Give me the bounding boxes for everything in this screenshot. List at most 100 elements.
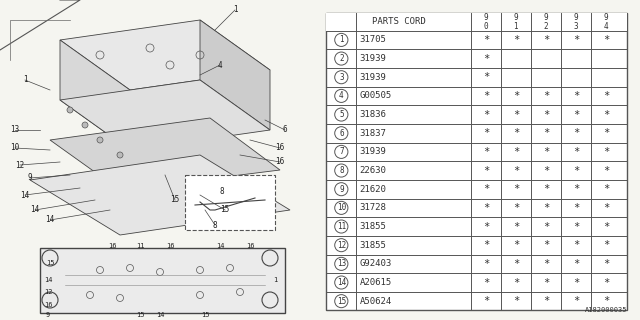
Text: 9
0: 9 0 <box>483 12 488 30</box>
Text: *: * <box>603 165 609 176</box>
Text: 12: 12 <box>15 161 24 170</box>
Text: 9
3: 9 3 <box>574 12 579 30</box>
Text: 14: 14 <box>30 205 40 214</box>
Text: 9
1: 9 1 <box>514 12 518 30</box>
Text: 16: 16 <box>166 243 174 249</box>
Text: *: * <box>603 109 609 120</box>
Text: *: * <box>513 203 519 213</box>
Text: 31837: 31837 <box>360 129 387 138</box>
Text: *: * <box>513 35 519 45</box>
Text: 16: 16 <box>246 243 254 249</box>
Text: 12: 12 <box>337 241 346 250</box>
Text: *: * <box>573 35 579 45</box>
Text: G00505: G00505 <box>360 92 392 100</box>
Text: *: * <box>573 203 579 213</box>
Text: *: * <box>483 72 489 82</box>
Text: *: * <box>483 128 489 138</box>
Circle shape <box>117 152 123 158</box>
Text: 31939: 31939 <box>360 148 387 156</box>
Text: *: * <box>573 296 579 306</box>
Polygon shape <box>200 20 270 130</box>
Text: *: * <box>513 147 519 157</box>
Text: *: * <box>483 53 489 64</box>
Text: 15: 15 <box>220 205 230 214</box>
Text: *: * <box>513 240 519 250</box>
Text: *: * <box>513 221 519 231</box>
Text: 9: 9 <box>28 173 32 182</box>
Text: *: * <box>543 35 549 45</box>
Text: *: * <box>543 259 549 269</box>
Text: *: * <box>543 277 549 287</box>
Text: 15: 15 <box>201 312 209 318</box>
Bar <box>326 12 627 31</box>
Text: 15: 15 <box>170 196 180 204</box>
Text: 14: 14 <box>156 312 164 318</box>
Text: 14: 14 <box>337 278 346 287</box>
Text: *: * <box>483 203 489 213</box>
Text: *: * <box>603 147 609 157</box>
Text: 14: 14 <box>44 277 52 283</box>
Text: 11: 11 <box>136 243 144 249</box>
Text: *: * <box>603 221 609 231</box>
Text: 31855: 31855 <box>360 241 387 250</box>
Text: *: * <box>513 184 519 194</box>
Text: 14: 14 <box>45 215 54 225</box>
Text: *: * <box>483 109 489 120</box>
Text: 31705: 31705 <box>360 36 387 44</box>
Bar <box>185 175 275 230</box>
Text: *: * <box>543 240 549 250</box>
Text: *: * <box>603 277 609 287</box>
Text: 15: 15 <box>337 297 346 306</box>
Circle shape <box>82 122 88 128</box>
Text: *: * <box>543 296 549 306</box>
Text: *: * <box>483 35 489 45</box>
Text: *: * <box>483 259 489 269</box>
Text: 9
2: 9 2 <box>544 12 548 30</box>
Text: *: * <box>543 221 549 231</box>
Text: *: * <box>603 91 609 101</box>
Text: 3: 3 <box>339 73 344 82</box>
Bar <box>40 248 285 313</box>
Text: 15: 15 <box>45 260 54 266</box>
Text: 6: 6 <box>339 129 344 138</box>
Text: *: * <box>603 240 609 250</box>
Text: *: * <box>513 277 519 287</box>
Text: *: * <box>483 296 489 306</box>
Text: 1: 1 <box>233 5 237 14</box>
Text: A182000035: A182000035 <box>585 307 627 313</box>
Text: *: * <box>573 91 579 101</box>
Text: 13: 13 <box>337 259 346 268</box>
Text: 9: 9 <box>46 312 50 318</box>
Text: *: * <box>543 109 549 120</box>
Circle shape <box>42 292 58 308</box>
Text: *: * <box>573 109 579 120</box>
Text: 5: 5 <box>339 110 344 119</box>
Text: *: * <box>513 91 519 101</box>
Text: 14: 14 <box>216 243 224 249</box>
Text: 9
4: 9 4 <box>604 12 609 30</box>
Text: PARTS CORD: PARTS CORD <box>372 17 426 26</box>
Text: 21620: 21620 <box>360 185 387 194</box>
Text: 16: 16 <box>275 157 285 166</box>
Text: 1: 1 <box>339 36 344 44</box>
Text: *: * <box>513 259 519 269</box>
Text: *: * <box>543 203 549 213</box>
Polygon shape <box>30 155 290 235</box>
Text: *: * <box>483 147 489 157</box>
Text: *: * <box>573 221 579 231</box>
Text: 10: 10 <box>337 203 346 212</box>
Text: *: * <box>573 165 579 176</box>
Text: 4: 4 <box>339 92 344 100</box>
Text: *: * <box>603 35 609 45</box>
Text: 1: 1 <box>22 76 28 84</box>
Circle shape <box>262 292 278 308</box>
Text: 12: 12 <box>44 289 52 295</box>
Text: 8: 8 <box>212 220 218 229</box>
Polygon shape <box>60 80 270 150</box>
Polygon shape <box>60 40 130 150</box>
Text: 13: 13 <box>10 125 20 134</box>
Text: *: * <box>483 277 489 287</box>
Text: *: * <box>603 296 609 306</box>
Text: *: * <box>573 259 579 269</box>
Text: 4: 4 <box>218 60 222 69</box>
